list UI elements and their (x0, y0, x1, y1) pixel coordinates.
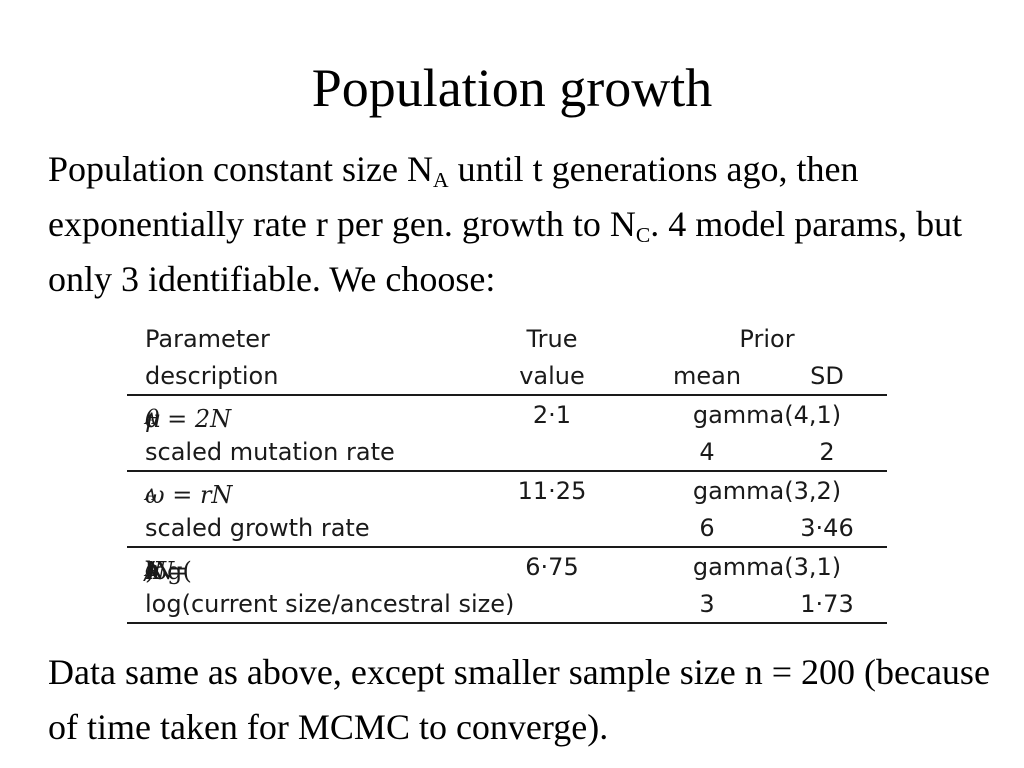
formula-text: μ (145, 405, 161, 433)
formula-text: ω = rN (145, 481, 233, 509)
parameter-table: Parameter True Prior description value m… (127, 320, 887, 624)
parameter-description: scaled growth rate (145, 514, 370, 542)
header-sd: SD (810, 362, 844, 390)
parameter-description: log(current size/ancestral size) (145, 590, 515, 618)
outro-paragraph: Data same as above, except smaller sampl… (48, 652, 990, 747)
table-header-row-2: description value mean SD (127, 357, 887, 394)
intro-subscript-c: C (635, 223, 651, 248)
prior-distribution: gamma(3,2) (692, 477, 842, 505)
formula-text: κ = (145, 557, 189, 585)
table-row: scaled mutation rate 4 2 (127, 433, 887, 470)
header-true: True (526, 325, 578, 353)
formula-text: log( (145, 557, 192, 585)
table-rule (127, 470, 887, 472)
table-row: κ = log(N C/N A) 6·75 gamma(3,1) (127, 548, 887, 585)
formula-text: N (145, 557, 166, 585)
prior-mean: 4 (699, 438, 715, 466)
intro-text-3: . 4 model params, but only 3 identifiabl… (48, 204, 963, 299)
intro-subscript-a: A (432, 168, 449, 193)
true-value: 2·1 (532, 401, 572, 429)
prior-distribution: gamma(4,1) (692, 401, 842, 429)
formula-subscript: A (145, 486, 157, 504)
true-value: 6·75 (525, 553, 579, 581)
formula-subscript: A (145, 410, 157, 428)
true-value: 11·25 (517, 477, 587, 505)
formula-subscript: C (145, 562, 157, 580)
formula-text: θ = 2N (145, 405, 232, 433)
prior-mean: 3 (699, 590, 715, 618)
formula-subscript: A (145, 562, 157, 580)
table-row: scaled growth rate 6 3·46 (127, 509, 887, 546)
prior-sd: 2 (819, 438, 835, 466)
formula-text: /N (145, 557, 175, 585)
intro-text-2: until t generations ago, then exponentia… (48, 149, 859, 244)
parameter-description: scaled mutation rate (145, 438, 395, 466)
header-prior: Prior (739, 325, 795, 353)
prior-sd: 1·73 (800, 590, 854, 618)
intro-paragraph: Population constant size NA until t gene… (48, 142, 1008, 307)
table-row: log(current size/ancestral size) 3 1·73 (127, 585, 887, 622)
table-rule (127, 394, 887, 396)
table-rule (127, 622, 887, 624)
header-mean: mean (672, 362, 742, 390)
slide-title: Population growth (311, 58, 713, 118)
intro-text-1: Population constant size N (48, 149, 433, 189)
table-header-row-1: Parameter True Prior (127, 320, 887, 357)
table-row: ω = rN A 11·25 gamma(3,2) (127, 472, 887, 509)
formula-text: ) (145, 557, 155, 585)
header-description: description (145, 362, 279, 390)
prior-distribution: gamma(3,1) (692, 553, 842, 581)
header-parameter: Parameter (145, 325, 270, 353)
header-value: value (519, 362, 585, 390)
table-rule (127, 546, 887, 548)
prior-sd: 3·46 (800, 514, 854, 542)
prior-mean: 6 (699, 514, 715, 542)
